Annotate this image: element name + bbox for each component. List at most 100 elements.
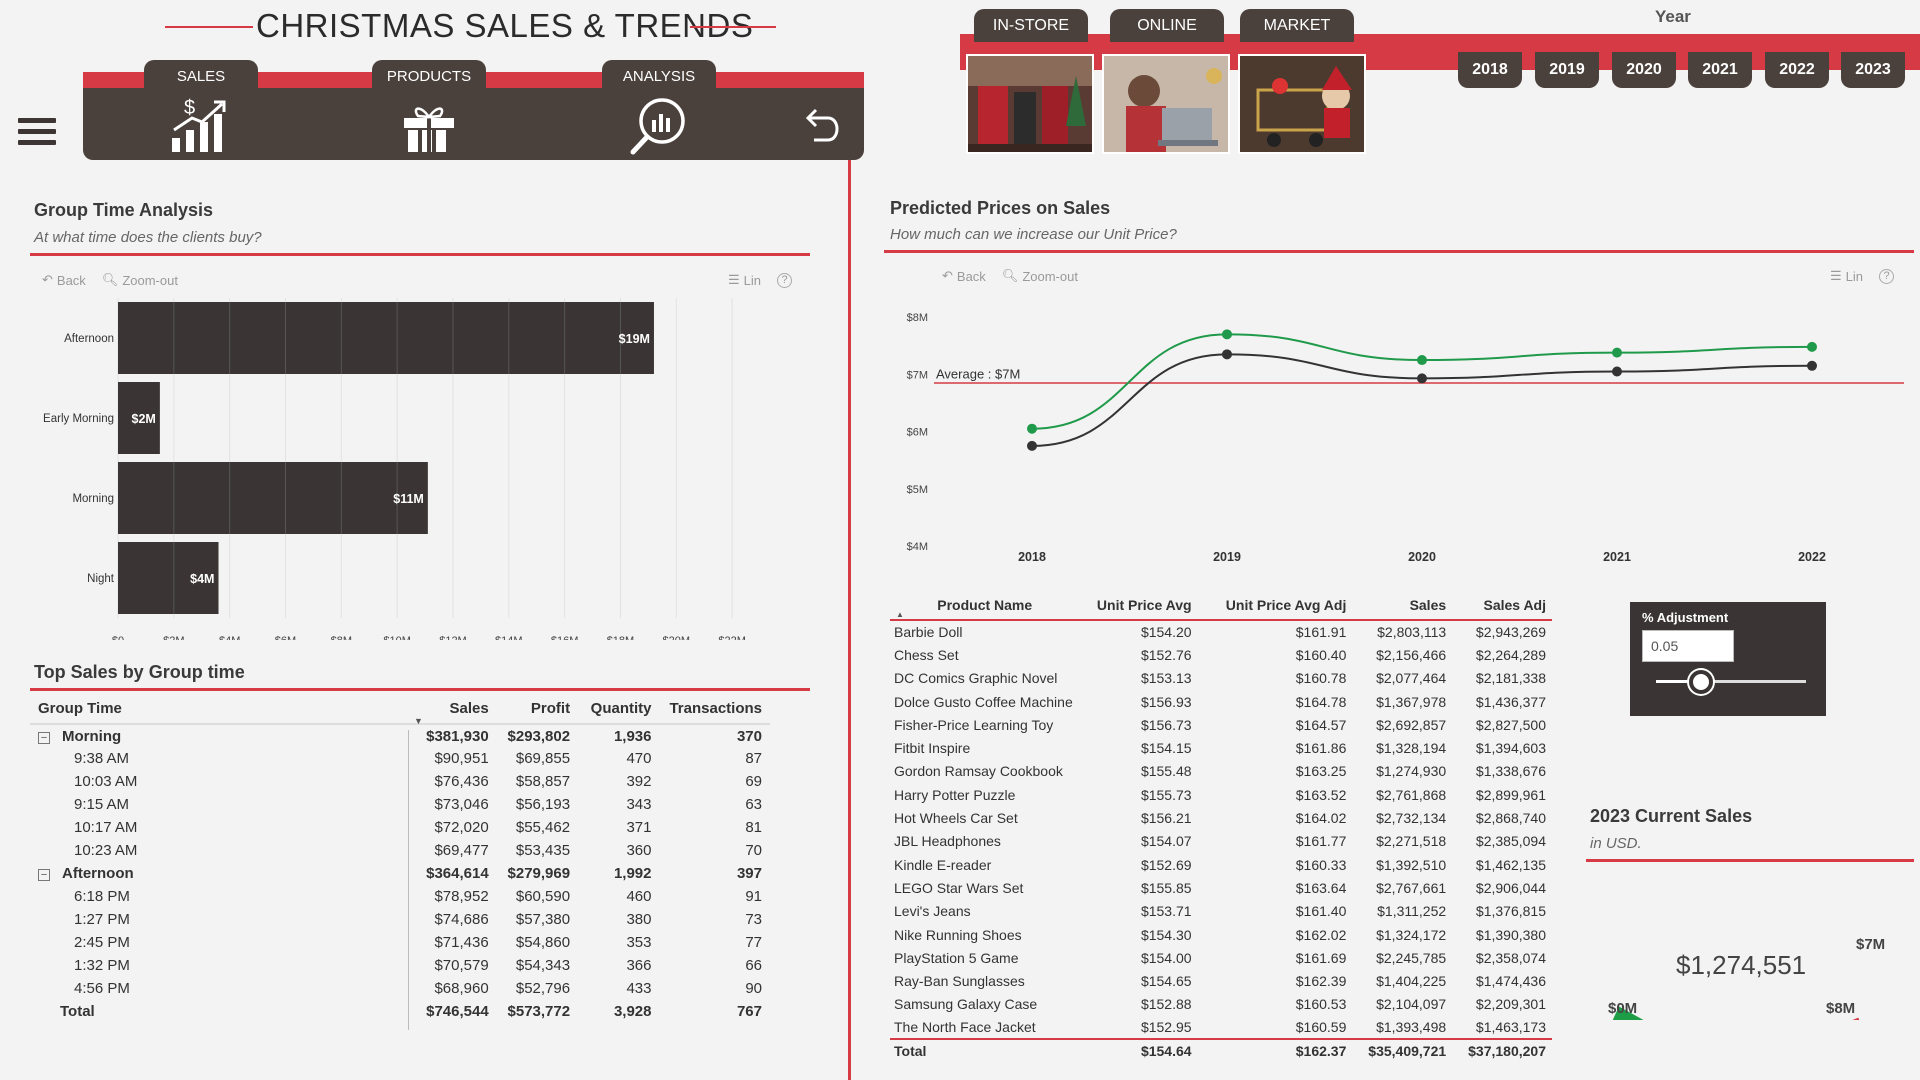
predicted-zoom-out-button[interactable]: 🔍︎ Zoom-out [1002, 268, 1078, 284]
predicted-back-button[interactable]: ↶ Back [942, 268, 986, 284]
tab-products[interactable]: PRODUCTS [372, 60, 486, 92]
table-row[interactable]: 9:15 AM $73,046 $56,193 343 63 [30, 793, 770, 816]
group-row[interactable]: − Afternoon $364,614 $279,969 1,992 397 [30, 862, 770, 885]
series-point [1222, 349, 1232, 360]
product-row[interactable]: Kindle E-reader $152.69 $160.33 $1,392,510 $… [890, 853, 1552, 876]
table-row[interactable]: 10:03 AM $76,436 $58,857 392 69 [30, 770, 770, 793]
help-icon[interactable]: ? [1879, 268, 1895, 284]
product-row[interactable]: PlayStation 5 Game $154.00 $161.69 $2,245,7… [890, 946, 1552, 969]
y-tick-label: $5M [907, 484, 928, 496]
in-store-button[interactable]: IN-STORE [974, 9, 1088, 42]
product-row[interactable]: Fitbit Inspire $154.15 $161.86 $1,328,194 $1… [890, 736, 1552, 759]
col-unit-price-avg-adj[interactable]: Unit Price Avg Adj [1225, 596, 1347, 613]
online-button[interactable]: ONLINE [1110, 9, 1224, 42]
product-row[interactable]: Dolce Gusto Coffee Machine $156.93 $164.78… [890, 690, 1552, 713]
product-total-cell: $35,409,721 [1368, 1043, 1447, 1060]
product-row[interactable]: Samsung Galaxy Case $152.88 $160.53 $2,104,… [890, 993, 1552, 1016]
col-quantity[interactable]: Quantity [590, 700, 652, 717]
product-row[interactable]: Ray-Ban Sunglasses $154.65 $162.39 $1,404,2… [890, 969, 1552, 992]
product-row[interactable]: Harry Potter Puzzle $155.73 $163.52 $2,761,… [890, 783, 1552, 806]
year-2022-button[interactable]: 2022 [1765, 52, 1829, 88]
product-row[interactable]: Gordon Ramsay Cookbook $155.48 $163.25 $1,2… [890, 760, 1552, 783]
lin-button[interactable]: ☰ Lin [728, 272, 761, 288]
product-row[interactable]: DC Comics Graphic Novel $153.13 $160.78 $2,… [890, 667, 1552, 690]
col-sales-adj[interactable]: Sales Adj [1483, 596, 1546, 613]
product-total-cell: $37,180,207 [1468, 1043, 1546, 1060]
table-row[interactable]: 4:56 PM $68,960 $52,796 433 90 [30, 977, 770, 1000]
group-name-cell[interactable]: − Morning [30, 724, 417, 747]
product-cell: $2,827,500 [1475, 716, 1546, 733]
product-row[interactable]: LEGO Star Wars Set $155.85 $163.64 $2,767,6… [890, 876, 1552, 899]
back-button[interactable]: ↶ Back [42, 272, 86, 288]
col-unit-price-avg[interactable]: Unit Price Avg [1096, 596, 1192, 613]
table-row[interactable]: 9:38 AM $90,951 $69,855 470 87 [30, 747, 770, 770]
santa-cart-photo[interactable] [1238, 54, 1366, 154]
year-2019-button[interactable]: 2019 [1535, 52, 1599, 88]
year-2023-button[interactable]: 2023 [1841, 52, 1905, 88]
table-row[interactable]: 1:32 PM $70,579 $54,343 366 66 [30, 954, 770, 977]
predicted-line-chart: $8M $7M $6M $5M $4M 2018 2019 2020 2021 2022 Avera… [907, 312, 1904, 564]
tab-analysis[interactable]: ANALYSIS [602, 60, 716, 92]
adjustment-slider-track[interactable] [1656, 680, 1806, 683]
table-cell: $69,855 [515, 750, 571, 767]
product-cell: $1,404,225 [1376, 973, 1447, 990]
year-2020-button[interactable]: 2020 [1612, 52, 1676, 88]
year-2021-button[interactable]: 2021 [1688, 52, 1752, 88]
table-row[interactable]: 10:23 AM $69,477 $53,435 360 70 [30, 839, 770, 862]
gift-chart-icon[interactable] [398, 98, 460, 154]
product-cell: $155.73 [1140, 786, 1192, 803]
table-row[interactable]: 10:17 AM $72,020 $55,462 371 81 [30, 816, 770, 839]
laptop-shopper-photo[interactable] [1102, 54, 1230, 154]
product-cell: $161.77 [1295, 833, 1347, 850]
product-row[interactable]: Fisher-Price Learning Toy $156.73 $164.57 $… [890, 713, 1552, 736]
zoom-out-button[interactable]: 🔍︎ Zoom-out [102, 272, 178, 288]
y-tick-label: $6M [907, 427, 928, 439]
col-product-name[interactable]: Product Name [937, 596, 1033, 613]
year-2019-label: 2019 [1549, 61, 1585, 78]
tab-sales[interactable]: SALES [144, 60, 258, 92]
col-profit[interactable]: Profit [530, 700, 571, 717]
product-row[interactable]: Chess Set $152.76 $160.40 $2,156,466 $2,264,… [890, 643, 1552, 666]
product-cell: $2,209,301 [1475, 996, 1546, 1013]
menu-icon[interactable] [18, 118, 56, 151]
data-label: $19M [619, 332, 650, 346]
table-cell: $69,477 [434, 842, 489, 859]
col-group-time[interactable]: Group Time [38, 700, 122, 717]
adjustment-slider-thumb[interactable] [1689, 670, 1713, 694]
product-row[interactable]: The North Face Jacket $152.95 $160.59 $1,39… [890, 1016, 1552, 1039]
series-point [1807, 341, 1817, 352]
x-tick-label: $0 [112, 635, 124, 640]
sort-descending-icon[interactable]: ▼ [414, 716, 423, 726]
table-row[interactable]: 2:45 PM $71,436 $54,860 353 77 [30, 931, 770, 954]
product-row[interactable]: JBL Headphones $154.07 $161.77 $2,271,518 $2… [890, 830, 1552, 853]
group-name-cell[interactable]: − Afternoon [30, 862, 417, 885]
adjustment-input[interactable]: 0.05 [1642, 630, 1734, 662]
product-row[interactable]: Nike Running Shoes $154.30 $162.02 $1,324,1… [890, 923, 1552, 946]
predicted-lin-button[interactable]: ☰ Lin [1830, 268, 1863, 284]
series-line [1031, 353, 1813, 447]
collapse-icon[interactable]: − [38, 731, 50, 744]
table-row[interactable]: 1:27 PM $74,686 $57,380 380 73 [30, 908, 770, 931]
undo-arrow-icon[interactable] [800, 104, 840, 146]
market-button[interactable]: MARKET [1240, 9, 1354, 42]
year-2018-button[interactable]: 2018 [1458, 52, 1522, 88]
sales-growth-icon[interactable]: $ [168, 96, 232, 154]
predicted-toolbar-right: ☰ Lin ? [1830, 268, 1895, 284]
product-row[interactable]: Hot Wheels Car Set $156.21 $164.02 $2,732,1… [890, 806, 1552, 829]
magnifier-chart-icon[interactable] [628, 96, 690, 156]
in-store-label: IN-STORE [992, 16, 1070, 34]
product-row[interactable]: Levi's Jeans $153.71 $161.40 $1,311,252 $1,3… [890, 900, 1552, 923]
sort-ascending-icon[interactable]: ▲ [896, 610, 904, 619]
group-time-toolbar-right: ☰ Lin ? [728, 272, 793, 288]
store-rack-photo[interactable] [966, 54, 1094, 154]
group-row[interactable]: − Morning $381,930 $293,802 1,936 370 [30, 724, 770, 747]
col-transactions[interactable]: Transactions [669, 700, 762, 717]
col-sales[interactable]: Sales [1409, 596, 1447, 613]
group-time-subtitle: At what time does the clients buy? [34, 229, 262, 246]
help-icon[interactable]: ? [777, 272, 793, 288]
product-row[interactable]: Barbie Doll $154.20 $161.91 $2,803,113 $2,94… [890, 620, 1552, 643]
col-sales[interactable]: Sales [449, 700, 489, 717]
table-row[interactable]: 6:18 PM $78,952 $60,590 460 91 [30, 885, 770, 908]
collapse-icon[interactable]: − [38, 869, 50, 881]
category-label: Afternoon [64, 333, 114, 345]
